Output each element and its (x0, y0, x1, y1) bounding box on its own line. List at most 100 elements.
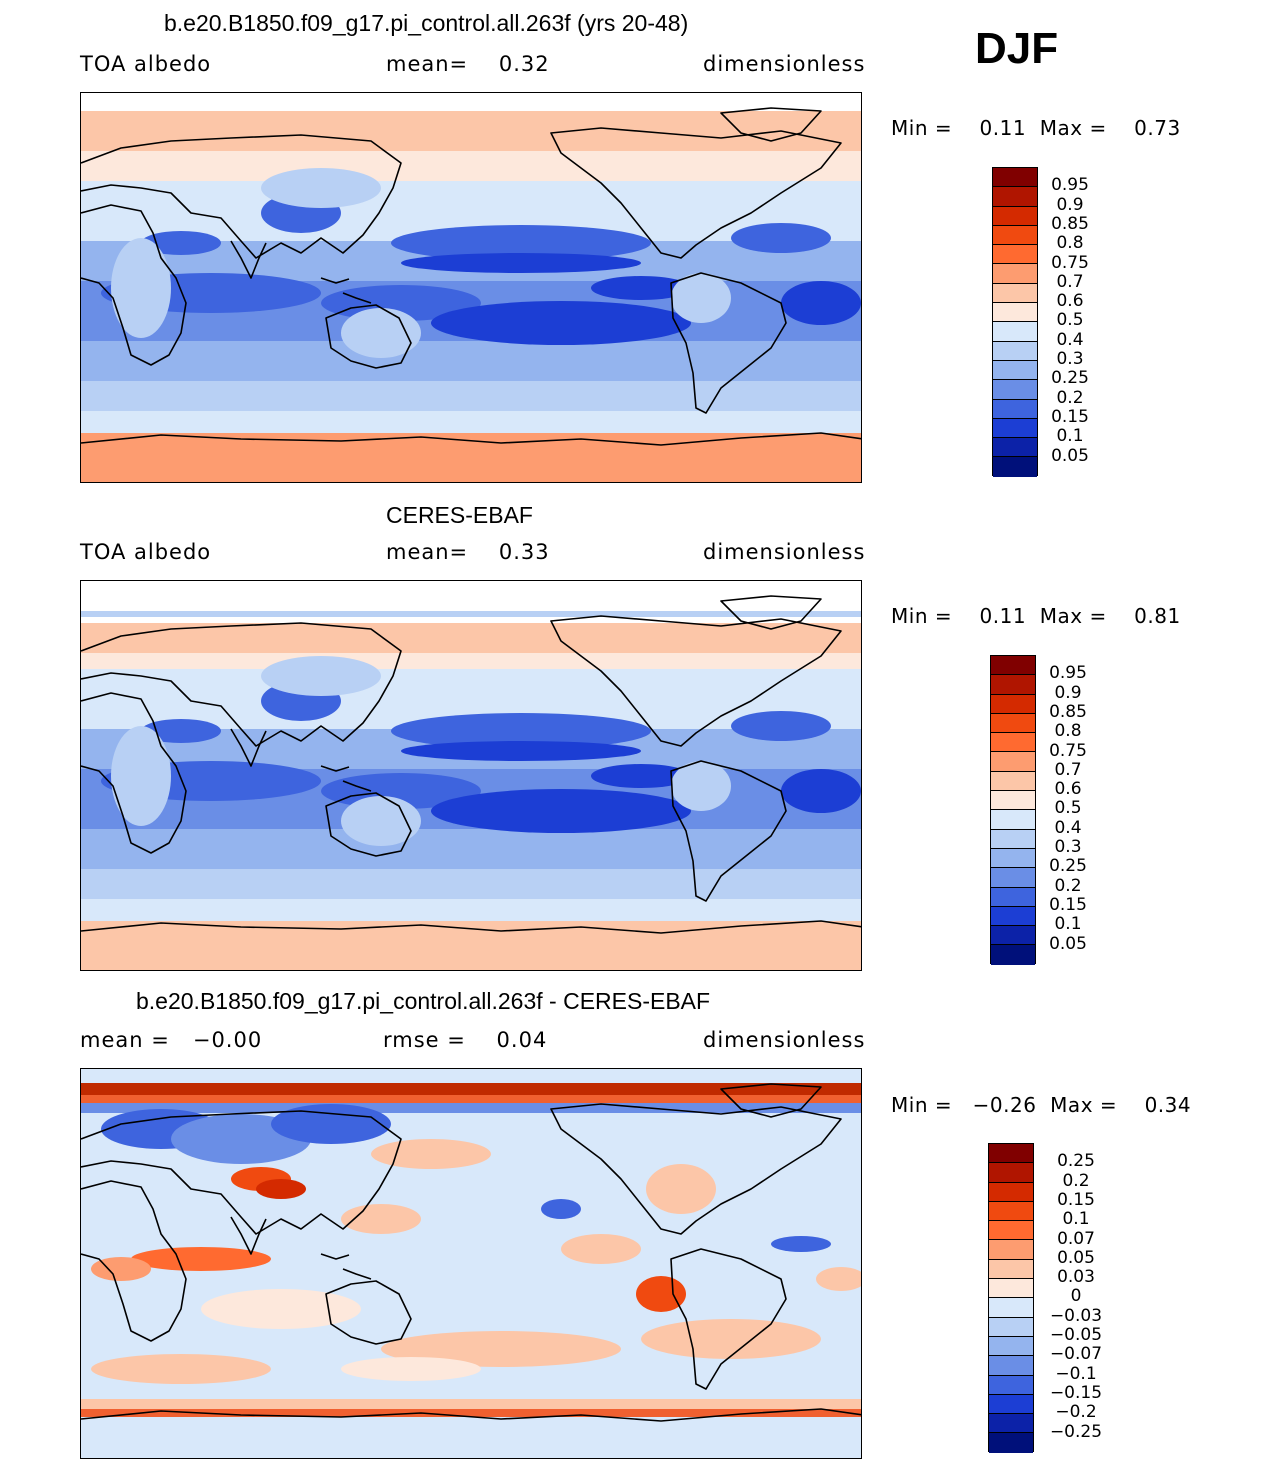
colorbar-swatch (989, 1144, 1033, 1164)
albedo-feature (391, 713, 651, 749)
colorbar-tick-label: 0.95 (1051, 175, 1089, 196)
albedo-feature (111, 726, 171, 826)
colorbar-swatch (993, 399, 1037, 419)
colorbar-swatch (993, 457, 1037, 477)
colorbar-tick-label: 0.4 (1054, 817, 1082, 838)
colorbar-swatch (991, 829, 1035, 849)
anomaly-feature (256, 1179, 306, 1199)
panel3-rmse-label: rmse = 0.04 (383, 1028, 548, 1052)
colorbar-swatch (989, 1394, 1033, 1415)
anomaly-feature (381, 1331, 621, 1367)
colorbar-swatch (993, 225, 1037, 246)
colorbar-swatch (993, 360, 1037, 381)
colorbar-swatch (991, 752, 1035, 772)
panel2-map-canvas (81, 581, 861, 970)
panel1-minmax: Min = 0.11 Max = 0.73 (891, 116, 1181, 140)
arctic-band (81, 1103, 861, 1113)
colorbar-tick-label: 0.1 (1054, 914, 1082, 935)
anomaly-feature (641, 1319, 821, 1359)
coastline (81, 920, 861, 934)
colorbar-tick-label: 0.1 (1062, 1209, 1090, 1230)
colorbar-tick-label: 0.3 (1054, 837, 1082, 857)
albedo-feature (591, 764, 691, 788)
colorbar-tick-label: 0.95 (1049, 663, 1087, 684)
albedo-feature (431, 301, 691, 345)
colorbar-swatch (993, 303, 1037, 323)
southern-ocean-band (81, 899, 861, 921)
polar-stripe (81, 611, 861, 617)
colorbar-tick-label: 0.25 (1049, 856, 1087, 877)
panel1-variable-label: TOA albedo (80, 52, 212, 76)
anomaly-feature (341, 1357, 481, 1381)
colorbar-swatch (993, 168, 1037, 188)
colorbar-swatch (989, 1336, 1033, 1357)
high-latitude-band (81, 111, 861, 151)
high-latitude-band (81, 623, 861, 653)
coastline (81, 134, 402, 259)
coastline (320, 277, 372, 304)
colorbar-tick-label: 0.9 (1056, 194, 1084, 215)
anomaly-feature (91, 1354, 271, 1384)
coastline (230, 728, 267, 767)
panel3-mean-label: mean = −0.00 (80, 1028, 263, 1052)
coastline (81, 1180, 187, 1342)
arctic-band (81, 1095, 861, 1103)
panel1-colorbar (992, 167, 1038, 477)
colorbar-tick-label: −0.15 (1049, 1382, 1103, 1403)
colorbar-swatch (989, 1433, 1033, 1453)
colorbar-tick-label: 0.8 (1054, 721, 1082, 742)
albedo-feature (141, 231, 221, 255)
colorbar-tick-label: 0.25 (1051, 368, 1089, 389)
colorbar-swatch (991, 675, 1035, 695)
colorbar-tick-label: 0.05 (1051, 445, 1089, 466)
colorbar-swatch (993, 245, 1037, 265)
coastline (81, 1110, 402, 1235)
albedo-feature (731, 711, 831, 741)
coastline (670, 1248, 787, 1390)
albedo-feature (261, 656, 381, 696)
colorbar-swatch (991, 694, 1035, 714)
colorbar-tick-label: −0.2 (1055, 1402, 1097, 1423)
albedo-feature (401, 741, 641, 761)
colorbar-tick-label: 0.2 (1056, 387, 1084, 408)
colorbar-tick-label: 0.4 (1056, 329, 1084, 350)
anomaly-feature (561, 1234, 641, 1264)
coastline (81, 1408, 861, 1422)
coastline (81, 692, 187, 854)
albedo-feature (671, 273, 731, 323)
antarctic-edge-band (81, 1409, 861, 1417)
southern-mid-band (81, 381, 861, 411)
panel2-title: CERES-EBAF (386, 502, 533, 528)
coastline (670, 760, 787, 902)
colorbar-tick-label: 0.15 (1057, 1189, 1095, 1210)
colorbar-tick-label: 0.15 (1051, 406, 1089, 427)
colorbar-tick-label: 0.5 (1056, 310, 1084, 331)
colorbar-swatch (989, 1163, 1033, 1183)
anomaly-feature (816, 1267, 861, 1291)
colorbar-swatch (993, 187, 1037, 207)
panel3-units-label: dimensionless (703, 1028, 866, 1052)
colorbar-swatch (993, 341, 1037, 361)
coastline (550, 615, 842, 747)
colorbar-swatch (991, 906, 1035, 927)
coastline (81, 622, 402, 747)
coastline (550, 127, 842, 259)
colorbar-tick-label: 0.85 (1051, 213, 1089, 234)
panel3-title: b.e20.B1850.f09_g17.pi_control.all.263f … (136, 988, 711, 1014)
colorbar-tick-label: 0.2 (1062, 1170, 1090, 1191)
colorbar-tick-label: 0.6 (1054, 779, 1082, 800)
coastline (81, 204, 187, 366)
anomaly-feature (201, 1289, 361, 1329)
colorbar-swatch (991, 868, 1035, 888)
panel2-variable-label: TOA albedo (80, 540, 212, 564)
anomaly-feature (91, 1257, 151, 1281)
colorbar-tick-label: 0.25 (1057, 1151, 1095, 1172)
anomaly-feature (636, 1276, 686, 1312)
colorbar-swatch (993, 283, 1037, 304)
colorbar-tick-label: −0.07 (1049, 1344, 1103, 1365)
coastline (230, 1216, 267, 1255)
colorbar-swatch (989, 1414, 1033, 1434)
panel2-mean-label: mean= 0.33 (386, 540, 550, 564)
colorbar-swatch (991, 733, 1035, 753)
coastline (325, 304, 412, 369)
